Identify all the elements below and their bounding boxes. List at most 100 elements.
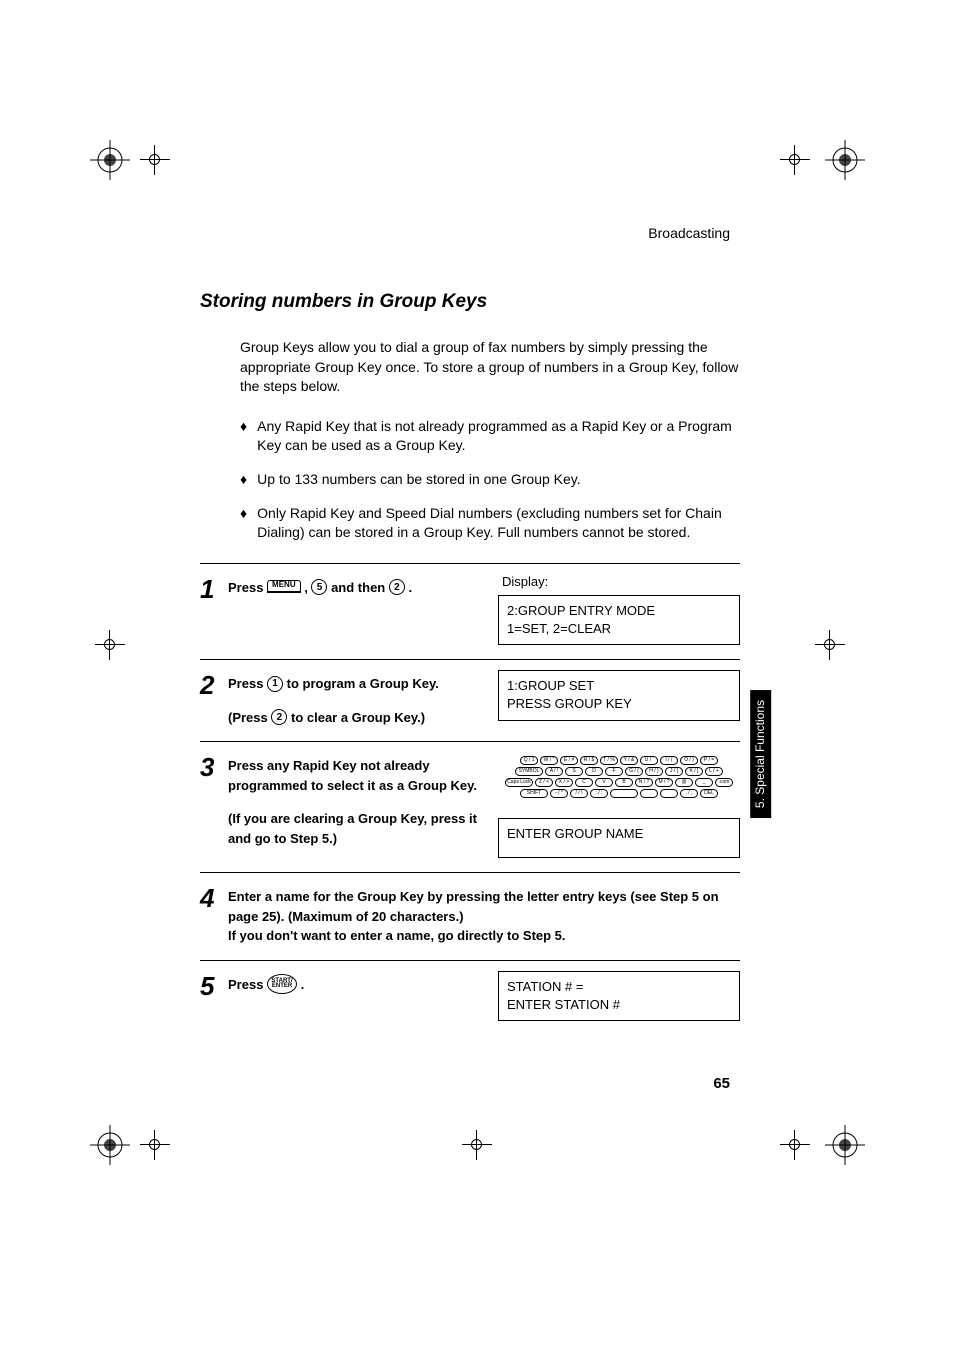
bullet-item: ♦ Only Rapid Key and Speed Dial numbers … [240,504,740,543]
text: , [301,580,308,595]
text: Press [228,676,267,691]
kb-key: A / ! [545,767,563,776]
bullet-icon: ♦ [240,504,247,543]
registration-mark [90,1125,130,1165]
key-2-icon: 2 [389,579,405,595]
crop-cross [815,630,845,660]
step-number: 2 [200,670,228,727]
bullet-icon: ♦ [240,470,247,490]
kb-key [660,789,678,798]
kb-key: L / + [705,767,723,776]
kb-key [610,789,638,798]
kb-key: R / $ [580,756,598,765]
registration-mark [825,140,865,180]
kb-key: W / " [540,756,558,765]
kb-key: Y / & [620,756,638,765]
kb-key: J / [ [665,767,683,776]
crop-cross [95,630,125,660]
kb-key: K / ] [685,767,703,776]
step-number: 1 [200,574,228,645]
kb-key: Q / 1 [520,756,538,765]
bullet-item: ♦ Up to 133 numbers can be stored in one… [240,470,740,490]
text: Press any Rapid Key not already programm… [228,758,477,793]
bullet-text: Only Rapid Key and Speed Dial numbers (e… [257,504,740,543]
kb-key [640,789,658,798]
text: . [297,977,304,992]
key-5-icon: 5 [311,579,327,595]
text: If you don't want to enter a name, go di… [228,926,728,946]
step-instruction: Press 1 to program a Group Key. (Press 2… [228,670,498,727]
sub-instruction: (Press 2 to clear a Group Key.) [228,708,488,728]
display-line: ENTER STATION # [507,996,731,1014]
kb-key: M / ? [655,778,673,787]
step-instruction: Enter a name for the Group Key by pressi… [228,883,728,946]
kb-key: SHIFT [520,789,548,798]
kb-key: . / , [680,789,698,798]
steps-list: 1 Press MENU , 5 and then 2 . Display: 2… [200,563,740,1035]
header-title: Broadcasting [200,225,740,241]
kb-key: .com [715,778,733,787]
page-number: 65 [713,1075,730,1092]
bullet-text: Up to 133 numbers can be stored in one G… [257,470,581,490]
section-title: Storing numbers in Group Keys [200,291,740,313]
kb-key: D [585,767,603,776]
kb-key: - / * [550,789,568,798]
kb-key: H / } [645,767,663,776]
kb-key: O / ) [680,756,698,765]
kb-key: S [565,767,583,776]
display-line: 2:GROUP ENTRY MODE [507,602,731,620]
section-tab: 5. Special Functions [750,690,771,818]
display-line: 1=SET, 2=CLEAR [507,620,731,638]
intro-paragraph: Group Keys allow you to dial a group of … [240,338,740,397]
kb-key: E / # [560,756,578,765]
step-instruction: Press any Rapid Key not already programm… [228,752,498,858]
kb-key: X / > [555,778,573,787]
display-box: ENTER GROUP NAME [498,818,740,858]
key-2-icon: 2 [271,709,287,725]
start-enter-key-icon: START/ ENTER [267,974,297,994]
registration-mark [825,1125,865,1165]
step-3: 3 Press any Rapid Key not already progra… [200,742,740,873]
crop-cross [462,1130,492,1160]
step-number: 5 [200,971,228,1021]
text: Enter a name for the Group Key by pressi… [228,887,728,926]
page-content: Broadcasting Storing numbers in Group Ke… [200,225,740,1035]
kb-key: U / ' [640,756,658,765]
display-box: STATION # = ENTER STATION # [498,971,740,1021]
crop-cross [780,145,810,175]
display-label: Display: [498,574,740,589]
step-4: 4 Enter a name for the Group Key by pres… [200,873,740,961]
bullet-item: ♦ Any Rapid Key that is not already prog… [240,417,740,456]
text: and then [327,580,388,595]
kb-key: / / \ [570,789,588,798]
step-number: 4 [200,883,228,946]
bullet-list: ♦ Any Rapid Key that is not already prog… [240,417,740,543]
keyboard-diagram: Q / 1 W / " E / # R / $ T / % Y / & U / … [498,752,740,804]
key-1-icon: 1 [267,676,283,692]
crop-cross [140,1130,170,1160]
display-line: ENTER GROUP NAME [507,825,731,843]
bullet-icon: ♦ [240,417,247,456]
step-number: 3 [200,752,228,858]
crop-cross [780,1130,810,1160]
display-line: STATION # = [507,978,731,996]
kb-key: _ [695,778,713,787]
kb-key: SYMBOL [515,767,543,776]
display-line: PRESS GROUP KEY [507,695,731,713]
kb-key: T / % [600,756,618,765]
kb-key: V [595,778,613,787]
step-5: 5 Press START/ ENTER . STATION # = ENTER… [200,961,740,1035]
text: to clear a Group Key.) [287,710,425,725]
kb-key: F [605,767,623,776]
crop-cross [140,145,170,175]
text: Press [228,580,263,595]
kb-key: B [615,778,633,787]
sub-instruction: (If you are clearing a Group Key, press … [228,809,488,848]
kb-key: G / { [625,767,643,776]
text: (Press [228,710,271,725]
registration-mark [90,140,130,180]
kb-key: P / = [700,756,718,765]
step-instruction: Press MENU , 5 and then 2 . [228,574,498,645]
display-box: 2:GROUP ENTRY MODE 1=SET, 2=CLEAR [498,595,740,645]
step-instruction: Press START/ ENTER . [228,971,498,1021]
